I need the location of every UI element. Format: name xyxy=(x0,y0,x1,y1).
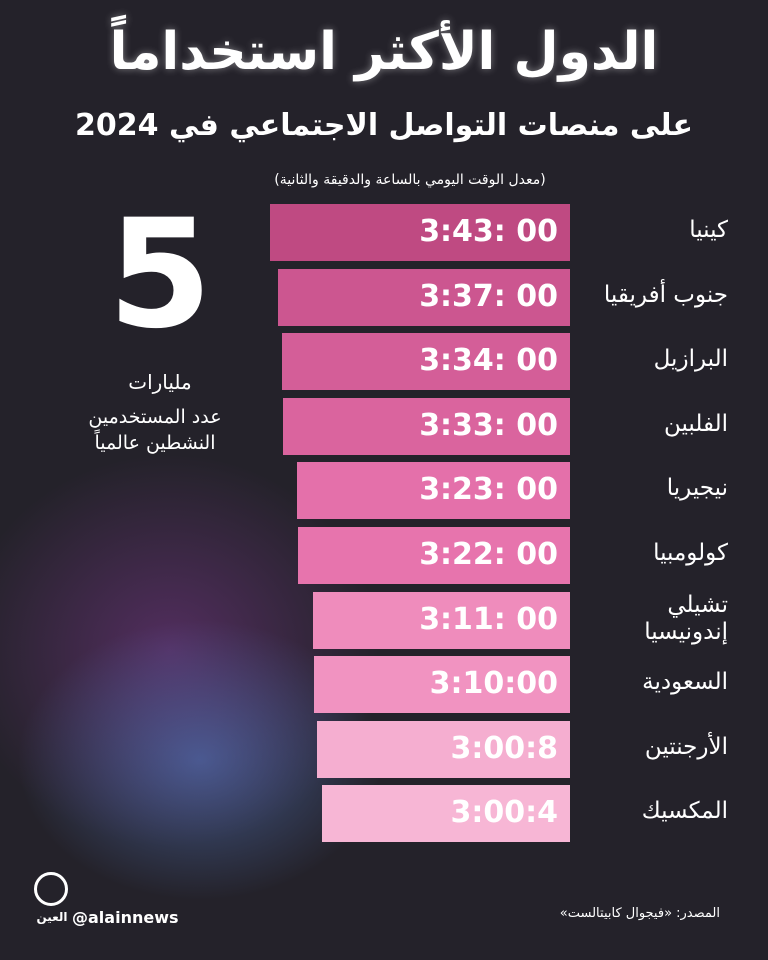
value-label: 3:34: 00 xyxy=(419,343,558,379)
category-label: كولومبيا xyxy=(653,540,728,566)
category-label: الفلبين xyxy=(663,410,728,437)
value-label: 3:43: 00 xyxy=(419,214,558,249)
bar xyxy=(282,333,570,391)
logo-icon xyxy=(34,872,68,906)
value-label: 3:11: 00 xyxy=(419,601,558,637)
logo-text: العين xyxy=(36,910,68,924)
category-label: البرازيل xyxy=(653,346,728,373)
bar xyxy=(278,268,570,326)
bar xyxy=(322,785,570,843)
category-label: نيجيريا xyxy=(666,475,728,502)
bar xyxy=(313,591,570,649)
category-label: السعودية xyxy=(642,669,728,696)
value-label: 3:33: 00 xyxy=(419,407,558,443)
source: المصدر: «فيجوال كابيتالست» xyxy=(559,906,720,921)
value-label: 3:37: 00 xyxy=(419,278,558,314)
stat-label: عدد المستخدمين النشطين عالمياً xyxy=(88,406,222,454)
value-label: 3:10:00 xyxy=(429,666,558,702)
bar xyxy=(317,720,570,778)
category-label: جنوب أفريقيا xyxy=(603,281,728,308)
value-label: 3:22: 00 xyxy=(419,537,558,572)
value-label: 3:23: 00 xyxy=(419,472,558,508)
value-label: 3:00:8 xyxy=(450,730,559,766)
bar xyxy=(270,204,570,261)
category-label: تشيلي إندونيسيا xyxy=(644,591,728,646)
category-label: كينيا xyxy=(689,217,728,243)
title: الدول الأكثر استخداماً xyxy=(109,22,659,82)
bar xyxy=(296,462,570,520)
stat-value: 5 xyxy=(107,188,213,362)
bar xyxy=(283,397,570,455)
handle: @alainnews xyxy=(72,908,179,927)
bar xyxy=(298,527,570,584)
bar xyxy=(314,656,570,714)
category-label: المكسيك xyxy=(641,798,728,825)
note: (معدل الوقت اليومي بالساعة والدقيقة والث… xyxy=(274,172,546,188)
category-label: الأرجنتين xyxy=(644,733,728,760)
subtitle: على منصات التواصل الاجتماعي في 2024 xyxy=(75,108,693,143)
stat-unit: مليارات xyxy=(128,370,192,394)
value-label: 3:00:4 xyxy=(450,795,559,831)
